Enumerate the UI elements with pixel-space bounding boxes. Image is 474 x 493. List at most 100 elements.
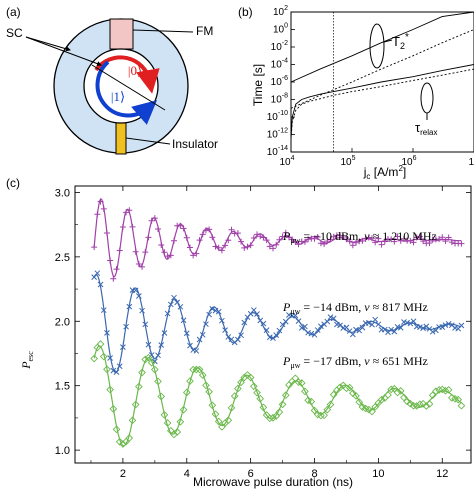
panel-c-marker-x	[372, 316, 379, 323]
panel-c-marker-plus	[276, 236, 283, 243]
panel-c-marker-plus	[416, 233, 423, 240]
panel-c-marker-diamond	[144, 353, 153, 362]
panel-b-xtick-label: 104	[279, 155, 294, 168]
panel-c-marker-x	[442, 322, 449, 328]
panel-c-marker-diamond	[409, 401, 418, 410]
panel-c-marker-plus	[314, 234, 321, 241]
panel-c-marker-plus	[100, 205, 107, 212]
panel-c-marker-x	[107, 355, 113, 361]
panel-c-marker-x	[394, 324, 401, 330]
panel-c-marker-plus	[324, 238, 331, 245]
panel-c-marker-diamond	[400, 393, 408, 402]
panel-c-marker-plus	[420, 238, 427, 245]
panel-c-marker-diamond	[109, 405, 118, 413]
panel-c-marker-plus	[254, 231, 261, 238]
panel-c-marker-diamond	[336, 383, 344, 392]
panel-c-marker-plus	[359, 237, 366, 244]
panel-c-marker-x	[161, 330, 168, 336]
panel-c-marker-plus	[391, 238, 398, 245]
panel-c-marker-plus	[365, 234, 372, 241]
panel-c-marker-x	[222, 327, 228, 333]
panel-c-marker-plus	[305, 236, 312, 243]
panel-c-xtick-label: 4	[184, 468, 190, 480]
panel-c-marker-plus	[244, 243, 251, 250]
panel-c-marker-x	[241, 319, 248, 326]
panel-c-marker-diamond	[90, 354, 98, 363]
panel-c-marker-diamond	[307, 397, 316, 406]
panel-c-marker-plus	[161, 249, 168, 256]
panel-b-ytick-label: 10-8	[271, 93, 288, 106]
panel-c-marker-diamond	[131, 400, 140, 409]
panel-c-marker-diamond	[444, 386, 453, 394]
panel-c-marker-x	[123, 323, 129, 330]
panel-c-marker-plus	[212, 243, 219, 250]
panel-c-marker-diamond	[281, 391, 290, 400]
panel-c-marker-x	[155, 352, 161, 359]
panel-c-series	[91, 270, 465, 375]
panel-c-marker-diamond	[345, 383, 354, 392]
panel-c-marker-plus	[145, 234, 152, 241]
t2-label: T2*	[392, 32, 409, 51]
panel-c-marker-plus	[343, 236, 350, 243]
panel-c-marker-plus	[186, 244, 193, 251]
panel-c-marker-diamond	[435, 386, 443, 394]
panel-c-marker-plus	[301, 238, 308, 245]
panel-c-marker-plus	[260, 234, 267, 241]
panel-c-marker-plus	[289, 236, 296, 243]
panel-c-marker-x	[353, 326, 359, 333]
panel-c-marker-x	[190, 347, 197, 353]
panel-c-marker-plus	[148, 217, 155, 224]
panel-c-marker-x	[318, 323, 324, 330]
panel-c-marker-diamond	[317, 411, 325, 420]
panel-c-marker-plus	[372, 239, 379, 246]
panel-c-marker-diamond	[240, 373, 249, 382]
panel-c-marker-diamond	[368, 407, 376, 416]
panel-c-marker-x	[142, 321, 149, 328]
panel-c-marker-x	[298, 325, 305, 331]
red-current-arrow	[94, 55, 160, 94]
panel-c-marker-plus	[171, 237, 177, 244]
panel-c-marker-x	[276, 327, 283, 334]
panel-c-marker-x	[349, 331, 356, 338]
panel-c-marker-plus	[397, 237, 404, 244]
panel-c-marker-diamond	[441, 386, 450, 395]
panel-c-xtick-label: 2	[120, 468, 126, 480]
panel-c-marker-diamond	[186, 377, 194, 385]
panel-c-marker-diamond	[256, 394, 265, 403]
panel-c-marker-diamond	[205, 387, 213, 396]
panel-c-marker-plus	[407, 237, 414, 244]
panel-c-marker-plus	[410, 239, 417, 246]
panel-c-marker-x	[212, 307, 219, 314]
panel-c-marker-x	[369, 321, 375, 328]
panel-c-marker-plus	[228, 226, 235, 233]
panel-b-xtick-label: 10	[468, 157, 474, 168]
panel-c-marker-diamond	[202, 381, 210, 390]
panel-c-marker-diamond	[227, 404, 236, 412]
panel-c-marker-x	[305, 329, 311, 336]
insulator-label: Insulator	[172, 137, 218, 151]
panel-c-marker-plus	[400, 235, 407, 242]
diagonal-line	[91, 64, 166, 111]
panel-b-ytick-label: 100	[273, 23, 288, 36]
panel-c-marker-plus	[270, 245, 276, 252]
panel-c-marker-diamond	[320, 411, 328, 420]
panel-c-marker-x	[260, 320, 267, 327]
panel-c-marker-x	[219, 317, 225, 324]
panel-c-ytick-label: 2.0	[55, 316, 70, 328]
panel-c-marker-diamond	[265, 414, 274, 423]
panel-c-marker-diamond	[211, 410, 220, 418]
panel-c-marker-plus	[353, 239, 360, 246]
panel-c-marker-plus	[388, 236, 395, 243]
panel-c-marker-plus	[94, 211, 101, 218]
panel-c-marker-diamond	[355, 398, 364, 406]
panel-c-marker-plus	[132, 248, 139, 255]
panel-c-marker-plus	[346, 238, 353, 245]
panel-c-marker-x	[365, 320, 372, 326]
panel-c-marker-plus	[375, 235, 382, 242]
panel-c-marker-x	[187, 342, 193, 349]
panel-c-marker-plus	[218, 247, 225, 254]
tau-label: τrelax	[415, 120, 437, 137]
panel-b-series-line	[290, 29, 474, 109]
panel-c-frame	[74, 185, 472, 464]
